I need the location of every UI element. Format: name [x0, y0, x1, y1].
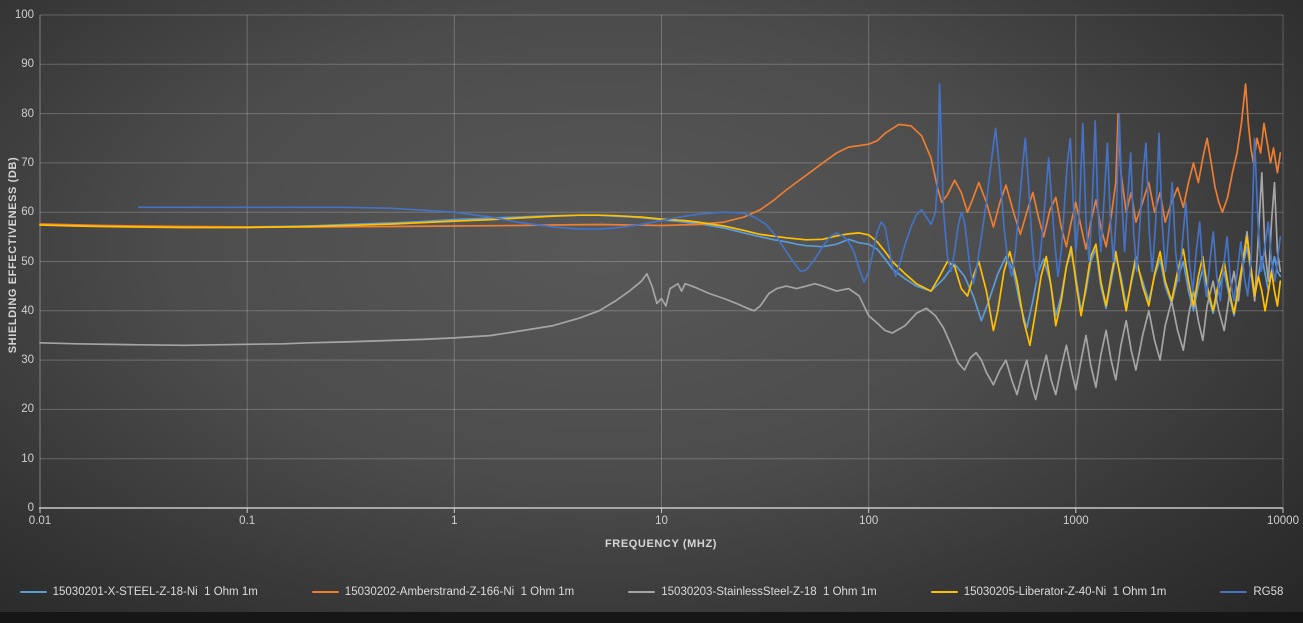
- legend-swatch-amberstrand: [311, 591, 339, 593]
- y-tick-label: 100: [14, 9, 34, 21]
- bottom-edge-strip: [0, 612, 1303, 623]
- y-tick-label: 50: [21, 255, 34, 268]
- legend-label-stainlesssteel: 15030203-StainlessSteel-Z-18 1 Ohm 1m: [661, 586, 877, 598]
- y-tick-label: 20: [21, 403, 34, 416]
- x-tick-label: 0.01: [28, 515, 52, 527]
- y-tick-label: 10: [21, 452, 34, 465]
- y-tick-label: 60: [21, 206, 34, 219]
- y-tick-label: 0: [27, 502, 34, 514]
- legend-swatch-rg58: [1220, 591, 1248, 593]
- legend-label-liberator: 15030205-Liberator-Z-40-Ni 1 Ohm 1m: [963, 586, 1167, 598]
- y-tick-label: 30: [21, 354, 34, 367]
- legend-item-liberator: 15030205-Liberator-Z-40-Ni 1 Ohm 1m: [930, 586, 1167, 598]
- x-tick-label: 100: [859, 515, 879, 527]
- x-tick-label: 0.1: [239, 515, 256, 527]
- x-tick-label: 1: [451, 515, 458, 527]
- legend-item-amberstrand: 15030202-Amberstrand-Z-166-Ni 1 Ohm 1m: [311, 586, 575, 598]
- series-line-rg58: [137, 83, 1282, 302]
- series-line-amberstrand: [39, 83, 1282, 251]
- y-tick-label: 90: [21, 58, 34, 71]
- legend-item-rg58: RG58: [1220, 586, 1283, 598]
- legend-swatch-stainlesssteel: [628, 591, 656, 593]
- y-tick-label: 70: [21, 156, 34, 169]
- legend-swatch-liberator: [930, 591, 958, 593]
- x-tick-label: 10000: [1267, 515, 1299, 527]
- series-line-liberator: [39, 214, 1282, 347]
- series-line-stainlesssteel: [39, 171, 1282, 401]
- x-tick-label: 10: [655, 515, 668, 527]
- legend-label-amberstrand: 15030202-Amberstrand-Z-166-Ni 1 Ohm 1m: [344, 586, 575, 598]
- legend-swatch-x-steel: [19, 591, 47, 593]
- legend-item-x-steel: 15030201-X-STEEL-Z-18-Ni 1 Ohm 1m: [19, 586, 258, 598]
- x-tick-label: 1000: [1063, 515, 1089, 527]
- legend-label-rg58: RG58: [1253, 586, 1284, 598]
- y-axis-title: SHIELDING EFFECTIVENESS (DB): [7, 156, 19, 354]
- y-tick-label: 80: [21, 107, 34, 120]
- legend-item-stainlesssteel: 15030203-StainlessSteel-Z-18 1 Ohm 1m: [628, 586, 877, 598]
- x-axis-title: FREQUENCY (MHZ): [604, 538, 718, 550]
- chart-legend: 15030201-X-STEEL-Z-18-Ni 1 Ohm 1m 1503020…: [0, 586, 1303, 598]
- legend-label-x-steel: 15030201-X-STEEL-Z-18-Ni 1 Ohm 1m: [52, 586, 258, 598]
- y-tick-label: 40: [21, 304, 34, 317]
